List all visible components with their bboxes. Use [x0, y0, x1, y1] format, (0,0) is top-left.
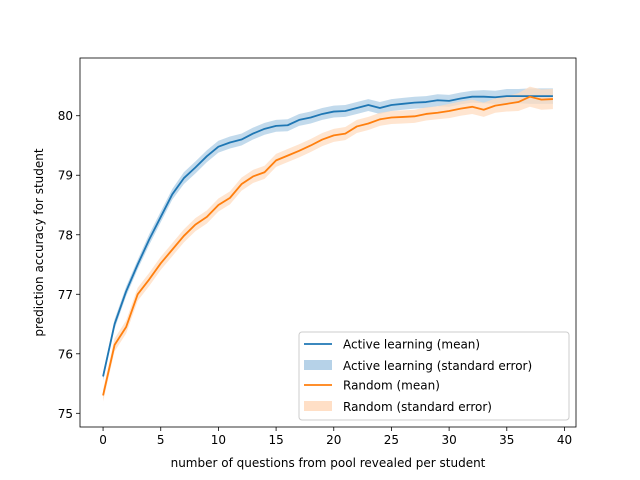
y-axis-ticks: 75 76 77 78 79 80 [58, 109, 80, 421]
legend-label-random-band: Random (standard error) [343, 400, 492, 414]
random-mean-line [102, 95, 553, 396]
y-tick-label: 75 [58, 407, 73, 421]
x-tick-label: 40 [557, 433, 572, 447]
x-tick-label: 25 [384, 433, 399, 447]
x-tick-label: 35 [499, 433, 514, 447]
y-tick-label: 79 [58, 169, 73, 183]
y-tick-label: 77 [58, 288, 73, 302]
y-tick-label: 78 [58, 228, 73, 242]
x-tick-label: 0 [99, 433, 107, 447]
y-axis-label: prediction accuracy for student [32, 148, 46, 336]
x-tick-label: 10 [211, 433, 226, 447]
y-tick-label: 76 [58, 347, 73, 361]
plot-frame [79, 57, 577, 428]
legend-label-active-band: Active learning (standard error) [343, 359, 532, 373]
x-tick-label: 5 [157, 433, 165, 447]
legend-label-random-mean: Random (mean) [343, 379, 440, 393]
y-tick-label: 80 [58, 109, 73, 123]
active-learning-mean-line [102, 95, 553, 377]
x-axis-label: number of questions from pool revealed p… [171, 456, 486, 470]
x-tick-label: 15 [268, 433, 283, 447]
legend-swatch-random-band [304, 401, 332, 411]
legend-box [298, 331, 570, 421]
series-lines [102, 95, 553, 396]
x-axis-ticks: 0 5 10 15 20 25 30 35 40 [99, 427, 572, 447]
legend-label-active-mean: Active learning (mean) [343, 338, 480, 352]
x-tick-label: 30 [441, 433, 456, 447]
legend: Active learning (mean) Active learning (… [298, 331, 570, 421]
legend-swatch-active-band [304, 360, 332, 370]
x-tick-label: 20 [326, 433, 341, 447]
